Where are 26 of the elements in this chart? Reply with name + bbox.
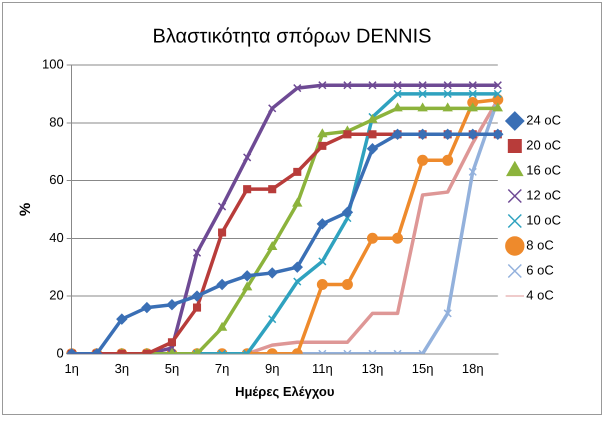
x-axis-title: Ημέρες Ελέγχου — [235, 384, 335, 399]
x-tick-label: 7η — [214, 361, 230, 376]
y-tick-label: 20 — [49, 288, 64, 303]
y-axis-title: % — [17, 202, 34, 216]
y-tick-label: 60 — [49, 172, 64, 188]
x-tick-label: 1η — [64, 361, 79, 376]
legend-label: 16 oC — [526, 162, 562, 178]
legend-label: 6 oC — [526, 262, 554, 278]
y-tick-label: 0 — [56, 345, 64, 360]
legend-label: 20 oC — [526, 138, 562, 153]
chart-title: Βλαστικότητα σπόρων DENNIS — [152, 26, 432, 48]
x-tick-label: 13η — [362, 361, 384, 376]
legend-label: 4 oC — [526, 288, 554, 303]
x-tick-label: 18η — [462, 361, 484, 376]
legend-label: 24 oC — [526, 112, 562, 128]
x-tick-label: 15η — [412, 361, 434, 376]
x-tick-label: 11η — [312, 361, 333, 376]
y-tick-label: 100 — [42, 56, 64, 72]
legend-label: 10 oC — [526, 212, 562, 228]
y-tick-label: 40 — [49, 230, 64, 245]
x-tick-label: 3η — [114, 361, 130, 376]
x-tick-label: 5η — [164, 361, 180, 376]
legend-label: 12 oC — [526, 188, 562, 203]
x-tick-label: 9η — [264, 361, 280, 376]
legend-label: 8 oC — [526, 238, 554, 253]
y-tick-label: 80 — [49, 114, 64, 130]
